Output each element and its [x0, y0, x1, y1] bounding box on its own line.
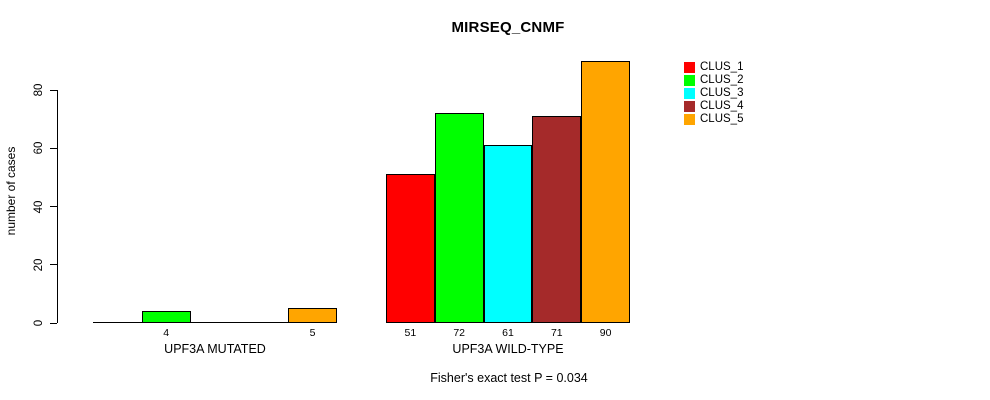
bar-value-label: 90 — [599, 327, 612, 339]
bar-value-label: 72 — [453, 327, 466, 339]
y-tick-mark — [50, 322, 57, 324]
legend-swatch — [684, 88, 695, 99]
y-tick-mark — [50, 264, 57, 266]
legend: CLUS_1 CLUS_2 CLUS_3 CLUS_4 CLUS_5 — [684, 61, 743, 126]
chart-title: MIRSEQ_CNMF — [451, 19, 565, 36]
legend-label: CLUS_2 — [700, 74, 744, 86]
bar-clus_2 — [141, 311, 191, 323]
legend-swatch — [684, 62, 695, 73]
legend-item-clus_4: CLUS_4 — [684, 100, 743, 113]
bar-clus_1 — [386, 174, 435, 323]
bar-value-label: 71 — [550, 327, 563, 339]
group-label-mutated: UPF3A MUTATED — [164, 342, 266, 356]
y-tick-label: 0 — [33, 319, 45, 327]
y-tick-label: 40 — [33, 200, 45, 213]
y-tick-label: 60 — [33, 141, 45, 155]
legend-item-clus_2: CLUS_2 — [684, 74, 743, 87]
legend-item-clus_5: CLUS_5 — [684, 113, 743, 126]
y-tick-mark — [50, 206, 57, 207]
bar-clus_4 — [532, 116, 582, 323]
legend-swatch — [684, 75, 695, 86]
y-tick-mark — [50, 147, 57, 149]
annotation-text: Fisher's exact test P = 0.034 — [430, 371, 588, 385]
legend-label: CLUS_4 — [700, 100, 744, 112]
y-axis-line — [57, 90, 58, 323]
legend-swatch — [684, 114, 695, 125]
bar-clus_5 — [581, 60, 630, 323]
y-tick-mark — [50, 89, 57, 91]
bar-value-label: 61 — [502, 327, 514, 339]
bar-clus_5 — [288, 308, 337, 323]
y-axis-title: number of cases — [4, 146, 18, 236]
group-label-wildtype: UPF3A WILD-TYPE — [452, 342, 564, 356]
legend-label: CLUS_5 — [700, 113, 744, 125]
legend-swatch — [684, 101, 695, 112]
bar-value-label: 4 — [163, 327, 170, 339]
x-axis-baseline — [93, 322, 337, 323]
bar-value-label: 51 — [404, 327, 417, 339]
bar-clus_3 — [483, 145, 533, 323]
legend-item-clus_3: CLUS_3 — [684, 87, 743, 100]
legend-label: CLUS_3 — [700, 87, 744, 99]
legend-item-clus_1: CLUS_1 — [684, 61, 743, 74]
legend-label: CLUS_1 — [700, 61, 744, 73]
bar-value-label: 5 — [309, 327, 316, 339]
bar-clus_2 — [434, 113, 484, 323]
y-tick-label: 80 — [33, 83, 45, 97]
y-tick-label: 20 — [33, 258, 45, 272]
